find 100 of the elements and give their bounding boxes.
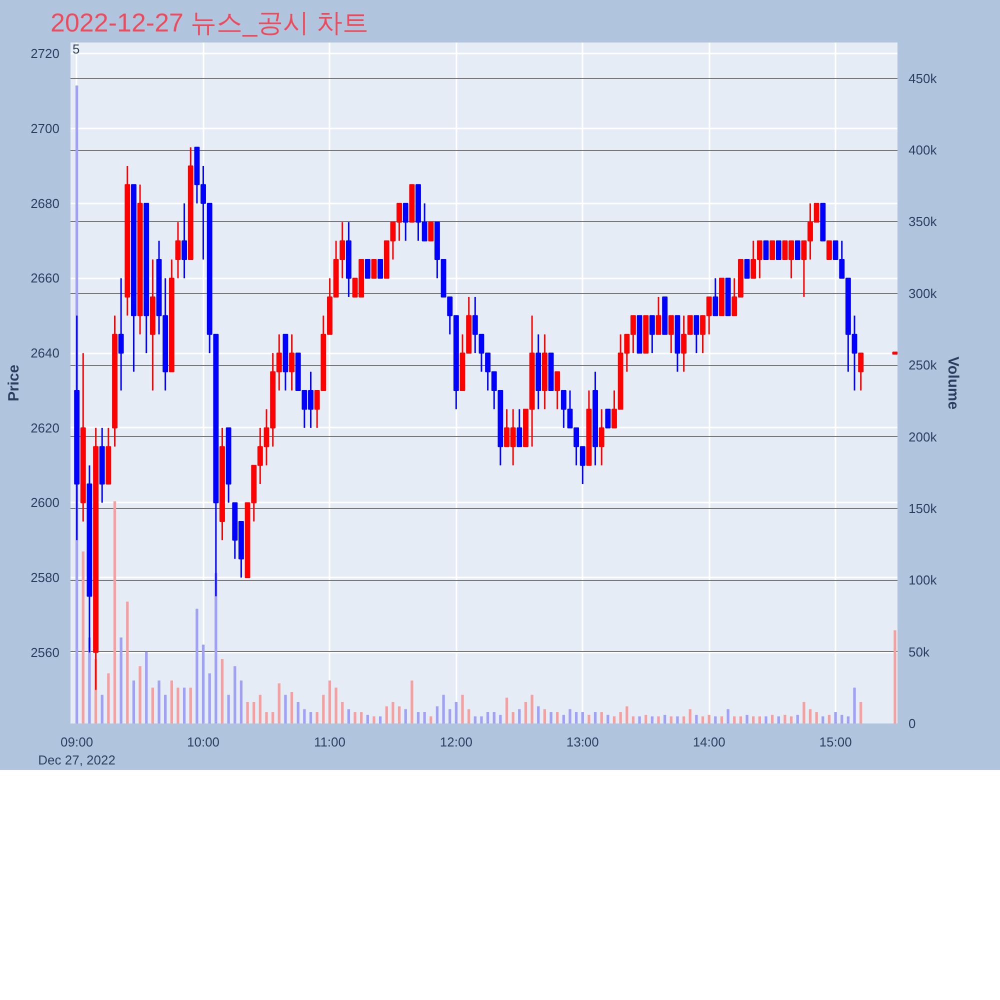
bar: [828, 714, 831, 724]
bar: [894, 630, 896, 724]
bar: [430, 716, 432, 724]
bar: [82, 551, 84, 724]
bar: [784, 714, 786, 724]
bar: [726, 709, 730, 724]
bar: [499, 714, 502, 724]
bar: [518, 709, 521, 724]
bar: [770, 714, 774, 724]
bar: [126, 602, 129, 724]
bar: [366, 714, 369, 724]
bar: [132, 680, 136, 724]
bar: [714, 716, 717, 724]
candlestick: [516, 408, 522, 448]
y-tick-label: 2700: [30, 121, 60, 136]
candlestick: [371, 259, 377, 279]
bar: [657, 716, 660, 724]
bar: [410, 680, 414, 724]
candlestick: [364, 259, 370, 279]
candlestick: [668, 314, 674, 354]
bar: [537, 706, 540, 724]
bar: [632, 716, 635, 724]
y-tick-label: 2580: [30, 570, 60, 586]
bar: [600, 712, 603, 724]
bar: [840, 714, 844, 724]
bar: [88, 637, 91, 724]
chart-title: 2022-12-27 뉴스_공시 차트: [50, 8, 368, 38]
bar: [682, 716, 686, 724]
annotation: 5: [72, 42, 80, 56]
bar: [309, 712, 312, 724]
bar: [265, 712, 268, 724]
bar: [594, 712, 597, 724]
candlestick: [770, 240, 776, 260]
y2-tick-label: 50k: [908, 644, 930, 660]
y-tick-label: 2640: [30, 346, 60, 361]
bar: [176, 688, 180, 724]
bar: [638, 716, 641, 724]
candlestick: [744, 259, 750, 279]
bar: [303, 709, 306, 724]
y2-tick-label: 450k: [908, 70, 938, 86]
candlestick: [794, 240, 800, 260]
y2-tick-label: 400k: [908, 142, 938, 158]
bar: [815, 712, 818, 724]
bar: [196, 608, 198, 724]
x-tick-label: 12:00: [440, 734, 472, 750]
bar: [138, 666, 142, 724]
bar: [341, 702, 344, 724]
bar: [271, 712, 274, 724]
bar: [492, 712, 496, 724]
bar: [739, 716, 742, 724]
bar: [246, 702, 249, 724]
bar: [746, 714, 748, 724]
bar: [853, 688, 856, 724]
x-tick-label: 10:00: [187, 734, 220, 750]
bar: [688, 709, 692, 724]
bar: [354, 712, 356, 724]
candlestick: [826, 240, 832, 260]
x-tick-label: 11:00: [314, 734, 346, 750]
bar: [385, 706, 388, 724]
candlestick: [402, 202, 408, 242]
bar: [322, 694, 325, 724]
bar: [644, 714, 648, 724]
bar: [423, 712, 426, 724]
bar: [436, 706, 439, 724]
candlestick: [694, 314, 700, 354]
y-axis-title: Price: [6, 364, 23, 402]
x-tick-label: 09:00 Dec 27, 2022: [38, 734, 116, 768]
bar: [208, 673, 211, 724]
bar: [164, 694, 167, 724]
bar: [480, 716, 483, 724]
bar: [316, 712, 318, 724]
bar: [290, 692, 294, 724]
y2-tick-label: 200k: [908, 429, 938, 444]
candlestick: [182, 202, 188, 279]
y-tick-label: 2660: [30, 270, 60, 286]
bar: [505, 698, 508, 724]
y2-axis-title: Volume: [944, 356, 962, 410]
bar: [442, 694, 445, 724]
bar: [151, 688, 154, 724]
candlestick: [118, 277, 124, 392]
x-tick-label: 15:00: [819, 734, 852, 750]
bar: [182, 688, 186, 724]
bar: [107, 673, 110, 724]
candlestick: [656, 296, 662, 336]
candlestick: [649, 314, 655, 354]
bar: [258, 694, 262, 724]
y2-tick-label: 350k: [908, 214, 938, 230]
x-tick-label: 14:00: [692, 734, 726, 750]
bar: [202, 644, 205, 724]
y-tick-label: 2600: [30, 495, 60, 510]
bar: [220, 658, 224, 724]
bar: [790, 716, 793, 724]
bar: [448, 709, 452, 724]
bar: [701, 716, 704, 724]
bar: [708, 714, 710, 724]
bar: [468, 709, 470, 724]
bar: [296, 702, 300, 724]
bar: [846, 716, 850, 724]
bar: [284, 694, 287, 724]
bar: [474, 716, 476, 724]
